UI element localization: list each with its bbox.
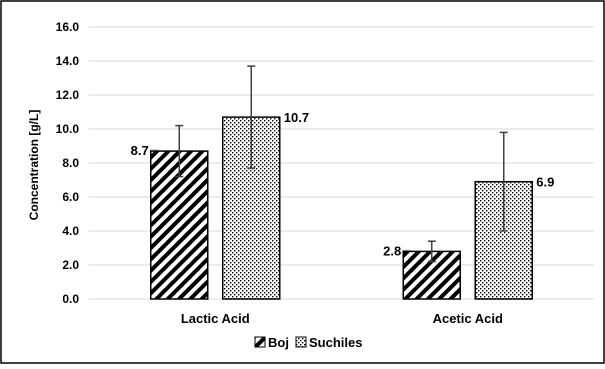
legend-swatch-suchiles bbox=[295, 336, 307, 348]
x-category-label: Acetic Acid bbox=[433, 311, 503, 326]
legend: Boj Suchiles bbox=[254, 335, 362, 350]
x-axis-categories: Lactic Acid Acetic Acid bbox=[181, 311, 503, 326]
y-tick-label: 4.0 bbox=[62, 224, 79, 238]
data-label: 10.7 bbox=[284, 110, 309, 125]
y-tick-label: 12.0 bbox=[56, 88, 80, 102]
y-tick-label: 8.0 bbox=[62, 156, 79, 170]
data-label: 6.9 bbox=[536, 175, 554, 190]
data-label: 2.8 bbox=[383, 243, 401, 258]
error-bars bbox=[175, 65, 508, 263]
data-label: 8.7 bbox=[131, 143, 149, 158]
y-tick-label: 14.0 bbox=[56, 54, 80, 68]
y-tick-label: 0.0 bbox=[62, 292, 79, 306]
legend-label: Boj bbox=[268, 335, 289, 350]
y-axis-title: Concentration [g/L] bbox=[27, 110, 41, 221]
legend-swatch-boj bbox=[254, 336, 266, 348]
x-category-label: Lactic Acid bbox=[181, 311, 250, 326]
y-tick-label: 10.0 bbox=[56, 122, 80, 136]
y-tick-label: 2.0 bbox=[62, 258, 79, 272]
y-tick-label: 6.0 bbox=[62, 190, 79, 204]
y-tick-label: 16.0 bbox=[56, 20, 80, 34]
data-labels: 8.7 10.7 2.8 6.9 bbox=[131, 110, 555, 258]
y-axis-ticks: 0.0 2.0 4.0 6.0 8.0 10.0 12.0 14.0 16.0 bbox=[56, 20, 80, 306]
legend-label: Suchiles bbox=[309, 335, 362, 350]
